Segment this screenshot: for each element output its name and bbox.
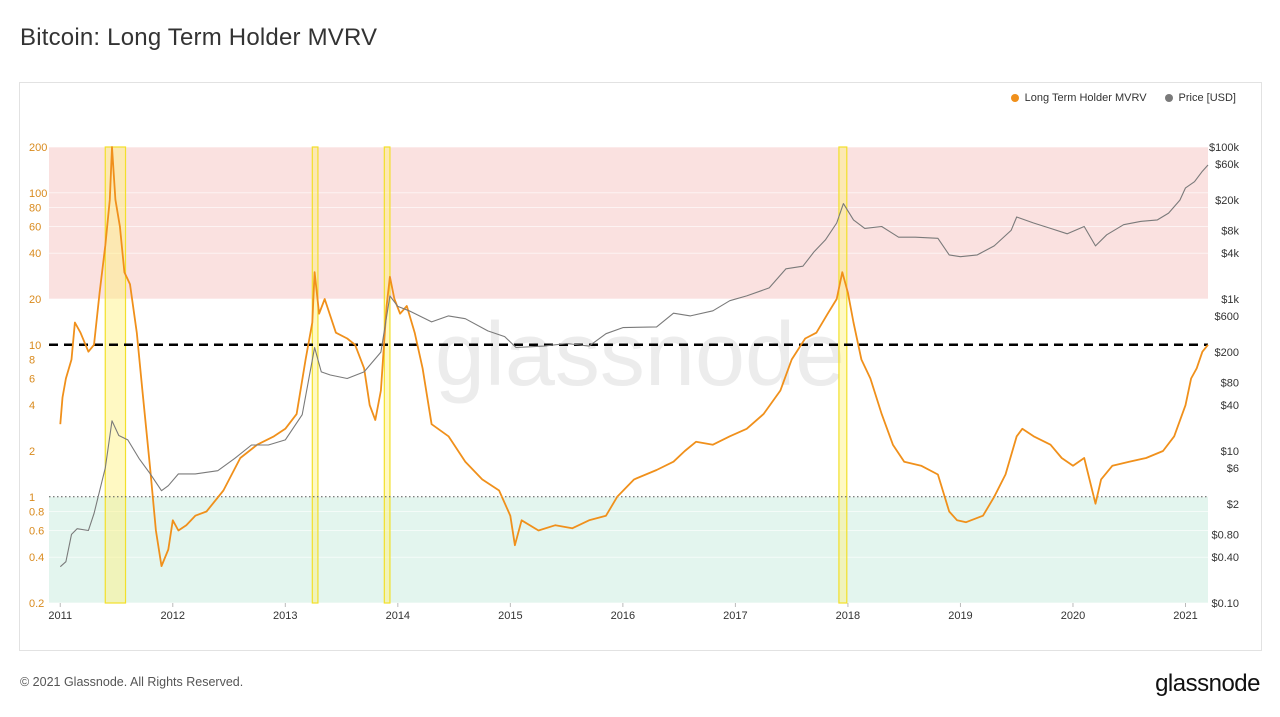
right-axis-tick: $40 bbox=[1221, 400, 1239, 412]
series-line-mvrv bbox=[59, 146, 1209, 567]
page-title: Bitcoin: Long Term Holder MVRV bbox=[20, 24, 378, 51]
undervalued-zone bbox=[49, 496, 1208, 603]
right-axis-tick: $1k bbox=[1221, 294, 1239, 306]
chart-legend: Long Term Holder MVRV Price [USD] bbox=[1010, 92, 1236, 104]
right-axis-tick: $6 bbox=[1227, 463, 1239, 475]
x-axis-tick: 2017 bbox=[723, 610, 747, 622]
legend-item-price[interactable]: Price [USD] bbox=[1164, 92, 1236, 104]
right-axis-tick: $200 bbox=[1215, 347, 1239, 359]
left-axis-tick: 80 bbox=[29, 202, 41, 214]
left-axis-tick: 0.6 bbox=[29, 525, 44, 537]
left-axis-tick: 10 bbox=[29, 340, 41, 352]
right-axis-tick: $600 bbox=[1215, 311, 1239, 323]
x-axis-tick: 2021 bbox=[1173, 610, 1197, 622]
legend-label-price: Price [USD] bbox=[1178, 92, 1236, 104]
copyright-footer: © 2021 Glassnode. All Rights Reserved. bbox=[20, 675, 244, 689]
x-axis-tick: 2011 bbox=[48, 610, 72, 622]
x-axis-tick: 2016 bbox=[611, 610, 635, 622]
left-axis-tick: 0.4 bbox=[29, 552, 44, 564]
right-axis-tick: $100k bbox=[1209, 142, 1239, 154]
right-axis-tick: $8k bbox=[1221, 225, 1239, 237]
x-axis-tick: 2020 bbox=[1061, 610, 1085, 622]
legend-item-mvrv[interactable]: Long Term Holder MVRV bbox=[1010, 92, 1147, 104]
left-axis-tick: 0.8 bbox=[29, 506, 44, 518]
right-axis-tick: $10 bbox=[1221, 446, 1239, 458]
right-axis-tick: $4k bbox=[1221, 248, 1239, 260]
highlight-period bbox=[311, 146, 319, 604]
x-axis-tick: 2013 bbox=[273, 610, 297, 622]
right-axis-tick: $20k bbox=[1215, 195, 1239, 207]
left-axis-tick: 100 bbox=[29, 188, 47, 200]
highlight-period bbox=[104, 146, 127, 604]
legend-label-mvrv: Long Term Holder MVRV bbox=[1024, 92, 1147, 104]
x-axis-tick: 2018 bbox=[836, 610, 860, 622]
left-axis-tick: 200 bbox=[29, 142, 47, 154]
left-axis-tick: 1 bbox=[29, 492, 35, 504]
legend-swatch-price bbox=[1164, 94, 1173, 102]
overvalued-zone bbox=[49, 147, 1208, 299]
left-axis-tick: 20 bbox=[29, 294, 41, 306]
watermark-text: glassnode bbox=[435, 305, 845, 405]
x-axis-tick: 2015 bbox=[498, 610, 522, 622]
left-axis-tick: 6 bbox=[29, 373, 35, 385]
left-axis-tick: 2 bbox=[29, 446, 35, 458]
highlight-period bbox=[383, 146, 391, 604]
right-axis-tick: $60k bbox=[1215, 159, 1239, 171]
left-axis-tick: 60 bbox=[29, 221, 41, 233]
x-axis-tick: 2019 bbox=[948, 610, 972, 622]
x-axis-tick: 2014 bbox=[386, 610, 410, 622]
highlight-period bbox=[838, 146, 848, 604]
x-axis-tick: 2012 bbox=[161, 610, 185, 622]
right-axis-tick: $2 bbox=[1227, 499, 1239, 511]
right-axis-tick: $0.10 bbox=[1211, 598, 1239, 610]
right-axis-tick: $80 bbox=[1221, 377, 1239, 389]
left-axis-tick: 8 bbox=[29, 354, 35, 366]
right-axis-tick: $0.80 bbox=[1211, 529, 1239, 541]
legend-swatch-mvrv bbox=[1010, 94, 1019, 102]
series-line-price bbox=[59, 164, 1209, 568]
brand-logo: glassnode bbox=[1155, 670, 1260, 697]
left-axis-tick: 4 bbox=[29, 400, 35, 412]
right-axis-tick: $0.40 bbox=[1211, 552, 1239, 564]
left-axis-tick: 0.2 bbox=[29, 598, 44, 610]
left-axis-tick: 40 bbox=[29, 248, 41, 260]
